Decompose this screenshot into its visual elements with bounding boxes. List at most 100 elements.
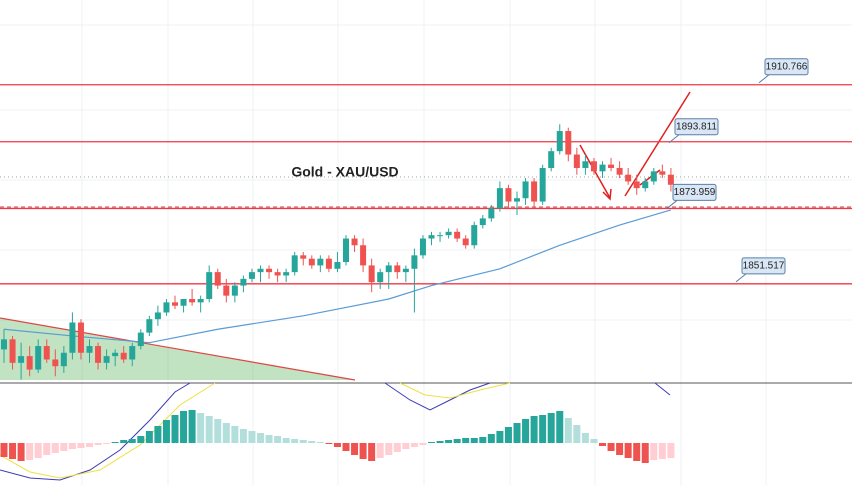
histogram-bar <box>504 427 512 443</box>
label-pointer <box>758 74 770 84</box>
histogram-bar <box>470 438 478 443</box>
label-box <box>674 118 719 136</box>
macd-line <box>0 382 191 481</box>
candle-body <box>411 255 418 269</box>
histogram-bar <box>68 443 76 449</box>
candle-body <box>43 346 50 360</box>
candle-body <box>334 262 341 269</box>
histogram-bar <box>214 419 222 443</box>
histogram-bar <box>231 426 239 443</box>
candle-body <box>625 174 632 182</box>
label-box <box>672 183 717 201</box>
candle-body <box>539 167 546 202</box>
candle-body <box>77 322 84 353</box>
histogram-bar <box>60 443 68 451</box>
label-box <box>764 58 809 76</box>
candle-body <box>582 161 589 168</box>
histogram-bar <box>111 442 119 443</box>
candle-body <box>445 231 452 236</box>
label-box <box>741 257 786 275</box>
histogram-bar <box>154 426 162 443</box>
candle-body <box>496 188 503 209</box>
candle-body <box>86 346 93 353</box>
candle-body <box>197 299 204 303</box>
candle-body <box>300 255 307 259</box>
histogram-bar <box>282 438 290 443</box>
candle-body <box>548 151 555 168</box>
candle-body <box>18 356 25 363</box>
candle-body <box>437 235 444 237</box>
candle-body <box>505 188 512 202</box>
histogram-bar <box>86 443 93 447</box>
histogram-bar <box>351 443 359 455</box>
candle-body <box>394 265 401 273</box>
histogram-bar <box>342 443 350 451</box>
histogram-bar <box>419 443 427 445</box>
histogram-bar <box>137 436 145 443</box>
candle-body <box>650 171 657 182</box>
histogram-bar <box>522 419 530 443</box>
candle-body <box>590 161 597 172</box>
candle-body <box>659 171 666 175</box>
candle-body <box>368 265 375 283</box>
histogram-bar <box>197 413 205 443</box>
level-label: 1910.766 <box>766 61 808 72</box>
candle-body <box>137 332 144 347</box>
histogram-bar <box>479 437 487 443</box>
histogram-bar <box>9 443 17 459</box>
histogram-bar <box>77 443 85 448</box>
candle-body <box>103 356 110 363</box>
histogram-bar <box>624 443 632 458</box>
histogram-bar <box>43 443 51 455</box>
histogram-bar <box>162 420 170 443</box>
histogram-bar <box>658 443 666 459</box>
candle-body <box>642 181 649 189</box>
histogram-bar <box>650 443 658 460</box>
candle-body <box>377 272 384 283</box>
candle-body <box>146 319 153 333</box>
candle-body <box>257 268 264 273</box>
candle-body <box>69 322 76 353</box>
candle-body <box>189 299 196 303</box>
histogram-bar <box>496 431 504 443</box>
histogram-bar <box>590 439 598 443</box>
histogram-bar <box>547 413 555 443</box>
candle-body <box>60 352 67 367</box>
histogram-bar <box>667 443 675 458</box>
histogram-bar <box>445 440 453 443</box>
histogram-bar <box>94 443 102 445</box>
histogram-bar <box>564 418 572 443</box>
candle-body <box>419 238 426 256</box>
candle-body <box>35 346 42 370</box>
histogram-bar <box>128 439 136 443</box>
histogram-bar <box>308 441 316 443</box>
candle-body <box>573 154 580 168</box>
candle-body <box>206 272 213 300</box>
candle-body <box>26 356 33 370</box>
candle-body <box>479 218 486 226</box>
histogram-bar <box>633 443 641 461</box>
histogram-bar <box>299 440 307 443</box>
candle-body <box>231 285 238 296</box>
chart-title: Gold - XAU/USD <box>291 164 398 180</box>
histogram-bar <box>180 411 188 443</box>
candle-body <box>462 238 469 246</box>
candle-body <box>308 258 315 266</box>
candle-body <box>633 181 640 189</box>
candle-body <box>471 225 478 246</box>
histogram-bar <box>257 433 264 443</box>
candle-body <box>129 346 136 360</box>
candle-body <box>360 245 367 266</box>
histogram-bar <box>539 415 547 443</box>
level-label: 1873.959 <box>674 187 716 198</box>
candle-body <box>599 164 606 172</box>
candle-body <box>172 302 178 306</box>
candle-body <box>163 302 170 313</box>
level-label: 1893.811 <box>676 121 717 132</box>
label-pointer <box>668 134 680 144</box>
histogram-bar <box>205 416 213 443</box>
histogram-bar <box>188 410 196 443</box>
candle-body <box>1 339 7 350</box>
